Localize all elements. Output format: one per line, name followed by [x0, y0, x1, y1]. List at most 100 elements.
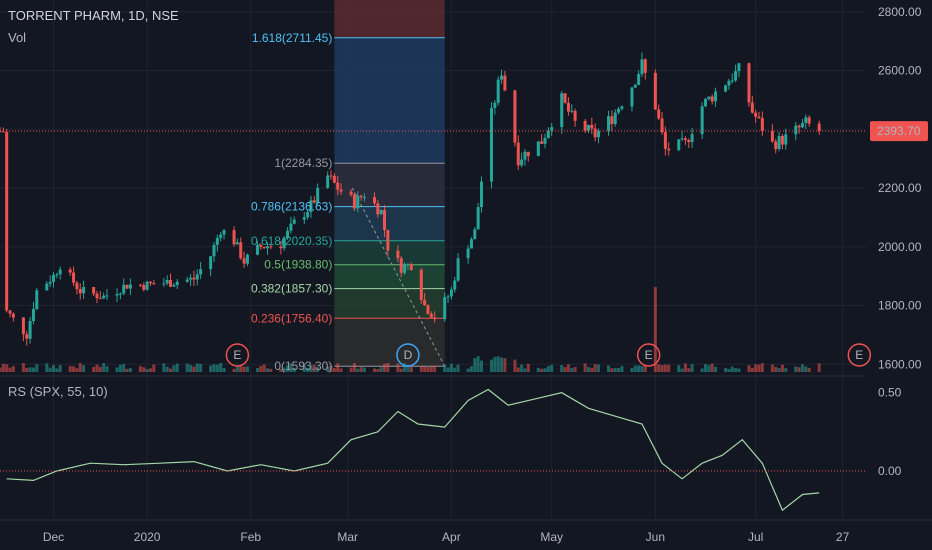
event-marker-label: E — [645, 348, 653, 362]
candle-body — [700, 106, 704, 135]
candle-body — [209, 256, 213, 270]
price-tick-label: 1800.00 — [878, 299, 922, 313]
volume-bar — [169, 368, 173, 372]
fib-level-label: 0(1593.30) — [274, 359, 332, 373]
candle-body — [162, 283, 166, 285]
volume-bar — [212, 364, 216, 372]
volume-bar — [714, 366, 718, 372]
candle-body — [550, 127, 554, 131]
volume-bar — [329, 365, 333, 372]
candle-body — [403, 264, 407, 273]
volume-bar — [770, 364, 774, 372]
volume-bar — [526, 363, 530, 372]
volume-bar — [794, 366, 798, 372]
volume-bar — [0, 367, 2, 372]
candle-body — [543, 137, 547, 144]
candle-body — [118, 293, 122, 295]
time-tick-label: Apr — [442, 530, 461, 544]
volume-bar — [11, 366, 15, 372]
time-tick-label: 2020 — [134, 530, 161, 544]
candle-body — [245, 254, 249, 264]
time-tick-label: Feb — [240, 530, 261, 544]
volume-bar — [35, 364, 39, 372]
candle-body — [637, 74, 641, 85]
event-marker-label: E — [855, 348, 863, 362]
candle-body — [78, 288, 82, 294]
candle-body — [286, 230, 290, 239]
candle-body — [332, 175, 336, 183]
volume-bar — [774, 366, 778, 372]
volume-bar — [125, 368, 129, 372]
volume-bar — [617, 368, 621, 372]
volume-bar — [72, 366, 76, 372]
volume-bar — [784, 368, 788, 372]
candle-body — [520, 159, 524, 166]
rs-series-line — [6, 388, 820, 512]
volume-bar — [242, 366, 246, 372]
time-tick-label: Mar — [337, 530, 358, 544]
volume-bar — [403, 363, 407, 372]
candle-body — [446, 296, 450, 298]
candle-body — [490, 107, 494, 182]
volume-bar — [362, 367, 366, 372]
fib-zone — [334, 240, 445, 265]
volume-bar — [55, 368, 59, 372]
candle-body — [185, 279, 189, 282]
candle-body — [466, 248, 470, 259]
candle-body — [727, 80, 731, 86]
candle-body — [724, 85, 728, 92]
candle-body — [45, 283, 49, 291]
volume-bar — [172, 365, 176, 372]
volume-bar — [78, 363, 82, 372]
candle-body — [680, 138, 684, 140]
candle-body — [165, 280, 169, 284]
volume-bar — [115, 367, 119, 372]
fib-level-label: 0.618(2020.35) — [251, 234, 332, 248]
volume-bar — [573, 366, 577, 372]
volume-bar — [640, 365, 644, 372]
price-tick-label: 1600.00 — [878, 357, 922, 371]
time-tick-label: 27 — [836, 530, 850, 544]
fib-zone — [334, 37, 445, 164]
volume-bar — [667, 364, 671, 372]
fib-zone — [334, 163, 445, 207]
candle-body — [640, 59, 644, 75]
candle-body — [326, 175, 330, 188]
volume-bar — [282, 367, 286, 372]
volume-bar — [232, 368, 236, 372]
volume-bar — [690, 364, 694, 372]
candle-body — [235, 242, 239, 245]
volume-bar — [757, 364, 761, 372]
candle-body — [51, 274, 55, 282]
candle-body — [760, 118, 764, 131]
candle-body — [560, 93, 564, 128]
candle-body — [690, 134, 694, 142]
volume-bar — [550, 364, 554, 372]
volume-bar — [152, 364, 156, 372]
candle-body — [232, 230, 236, 245]
volume-bar — [28, 367, 32, 372]
indicator-label: RS (SPX, 55, 10) — [8, 384, 108, 399]
volume-bar — [279, 368, 283, 372]
volume-bar — [500, 357, 504, 372]
fibonacci-extension — [334, 0, 446, 367]
volume-bar — [546, 366, 550, 372]
volume-bar — [58, 365, 62, 372]
candle-body — [409, 264, 413, 270]
price-tick-label: 2200.00 — [878, 181, 922, 195]
volume-bar — [597, 364, 601, 372]
volume-bar — [707, 365, 711, 372]
candle-body — [92, 287, 96, 294]
candle-body — [777, 135, 781, 150]
volume-bar — [590, 367, 594, 372]
candle-body — [269, 246, 273, 248]
candle-body — [797, 125, 801, 128]
candle-body — [536, 141, 540, 157]
volume-bars — [0, 287, 821, 372]
candle-body — [262, 246, 266, 249]
volume-bar — [540, 368, 544, 372]
candle-body — [125, 284, 129, 289]
volume-bar — [680, 368, 684, 372]
volume-bar — [807, 367, 811, 372]
volume-bar — [737, 368, 741, 372]
